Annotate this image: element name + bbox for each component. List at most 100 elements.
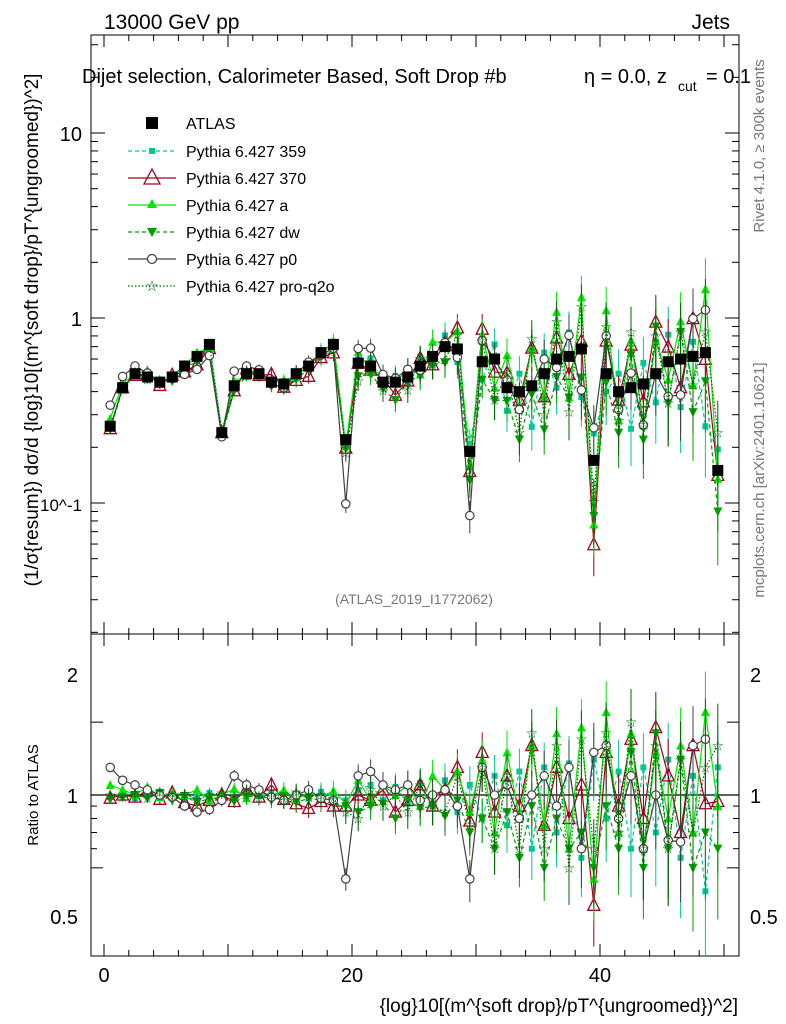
ratio-point: ☆: [352, 811, 365, 827]
ratio-point: [489, 790, 500, 800]
y-axis-title: (1/σ{resum}) dσ/d {log}10[(m^{soft drop}…: [22, 74, 43, 587]
ratio-point: [229, 783, 239, 793]
atlas-point: [513, 386, 525, 398]
ratio-point: [526, 790, 537, 800]
point: [640, 359, 647, 366]
legend-entry-a: Pythia 6.427 a: [128, 198, 288, 215]
point: ☆: [600, 319, 613, 335]
ratio-tick-label-2-left: 2: [67, 665, 78, 687]
ratio-point: [179, 801, 190, 811]
ratio-point: [477, 814, 487, 824]
atlas-point: [662, 356, 674, 368]
ratio-point: ☆: [402, 805, 415, 821]
ratio-point: ☆: [501, 769, 514, 785]
legend-marker-p0: [146, 253, 158, 265]
point: [365, 343, 376, 353]
legend-label-359: Pythia 6.427 359: [186, 144, 306, 161]
atlas-point: [315, 347, 327, 359]
analysis-id-watermark: (ATLAS_2019_I1772062): [335, 591, 493, 607]
ratio-point: ☆: [414, 778, 427, 794]
legend-marker-359: [149, 148, 155, 154]
atlas-point: [526, 380, 538, 392]
rivet-label: Rivet 4.1.0, ≥ 300k events: [751, 59, 768, 232]
ratio-point: ☆: [104, 788, 117, 804]
ratio-point: ☆: [191, 792, 204, 808]
point: ☆: [650, 329, 663, 345]
point: [675, 390, 686, 400]
ratio-point: [390, 814, 400, 824]
point: [204, 350, 215, 361]
atlas-point: [613, 386, 625, 398]
ratio-point: [105, 762, 115, 773]
point: [626, 368, 636, 378]
atlas-point: [650, 368, 662, 380]
point: ☆: [662, 396, 675, 412]
ratio-point: ☆: [464, 818, 477, 834]
legend-entry-p0: Pythia 6.427 p0: [128, 252, 297, 269]
ratio-point: [440, 785, 450, 795]
ratio-point: [688, 740, 698, 751]
x-tick-label-0: 0: [98, 965, 109, 987]
atlas-point: [352, 357, 364, 369]
point: [229, 366, 239, 376]
ratio-point: ☆: [687, 825, 700, 841]
point: ☆: [637, 418, 650, 434]
atlas-point: [377, 376, 389, 388]
legend-marker-370: [142, 167, 162, 185]
ratio-point: [626, 771, 636, 781]
ratio-tick-label-1-right: 1: [750, 786, 761, 808]
atlas-point: [340, 434, 352, 446]
atlas-point: [228, 380, 240, 392]
ratio-point: ☆: [327, 792, 340, 808]
point: [340, 499, 351, 509]
legend-marker-a: [147, 199, 157, 208]
point: [192, 364, 202, 375]
atlas-point: [290, 368, 302, 380]
ratio-point: ☆: [612, 825, 625, 841]
point: ☆: [612, 413, 625, 429]
x-axis-title: {log}10[(m^{soft drop}/pT^{ungroomed})^2…: [380, 996, 738, 1017]
point: [428, 336, 438, 346]
legend-entry-dw: Pythia 6.427 dw: [128, 225, 300, 242]
series-2: [105, 258, 723, 557]
process-label: Jets: [691, 11, 730, 34]
ratio-point: ☆: [166, 789, 179, 805]
ratio-point: [378, 780, 388, 790]
point: ☆: [501, 366, 514, 382]
plot-title-eta: η = 0.0, z: [584, 66, 667, 88]
point: ☆: [538, 408, 551, 424]
point: [502, 396, 512, 406]
ratio-point: ☆: [302, 790, 315, 806]
ratio-point: [204, 804, 215, 815]
ratio-point: ☆: [129, 786, 142, 802]
mcplots-label: mcplots.cern.ch [arXiv:2401.10621]: [751, 362, 768, 597]
point: ☆: [550, 314, 563, 330]
y-tick-label-10: 10: [60, 124, 82, 146]
atlas-point: [588, 454, 600, 466]
point: ☆: [674, 325, 687, 341]
point: [551, 362, 562, 373]
point: [588, 422, 599, 433]
ratio-point: [628, 845, 634, 852]
ratio-tick-label-1-left: 1: [67, 786, 78, 808]
atlas-point: [489, 353, 501, 365]
ratio-point: ☆: [712, 739, 725, 755]
ratio-point: [464, 874, 475, 884]
atlas-point: [265, 376, 277, 388]
legend-label-370: Pythia 6.427 370: [186, 171, 306, 188]
point: ☆: [712, 426, 725, 442]
ratio-point: ☆: [178, 787, 191, 803]
point: [301, 367, 316, 382]
ratio-point: ☆: [637, 842, 650, 858]
point: [452, 352, 463, 363]
atlas-point: [253, 368, 265, 380]
point: [713, 507, 723, 517]
atlas-point: [699, 347, 711, 359]
atlas-point: [129, 368, 141, 380]
ratio-point: [551, 801, 562, 811]
point: ☆: [625, 325, 638, 341]
y-tick-label-1: 1: [71, 309, 82, 331]
ratio-series-5: ☆ ☆ ☆ ☆ ☆ ☆ ☆ ☆ ☆ ☆ ☆ ☆ ☆ ☆ ☆☆ ☆ ☆ ☆☆ ☆☆☆☆☆☆☆ ☆☆☆☆☆☆☆☆☆☆☆☆☆…: [104, 689, 724, 906]
ratio-point: [365, 766, 376, 777]
